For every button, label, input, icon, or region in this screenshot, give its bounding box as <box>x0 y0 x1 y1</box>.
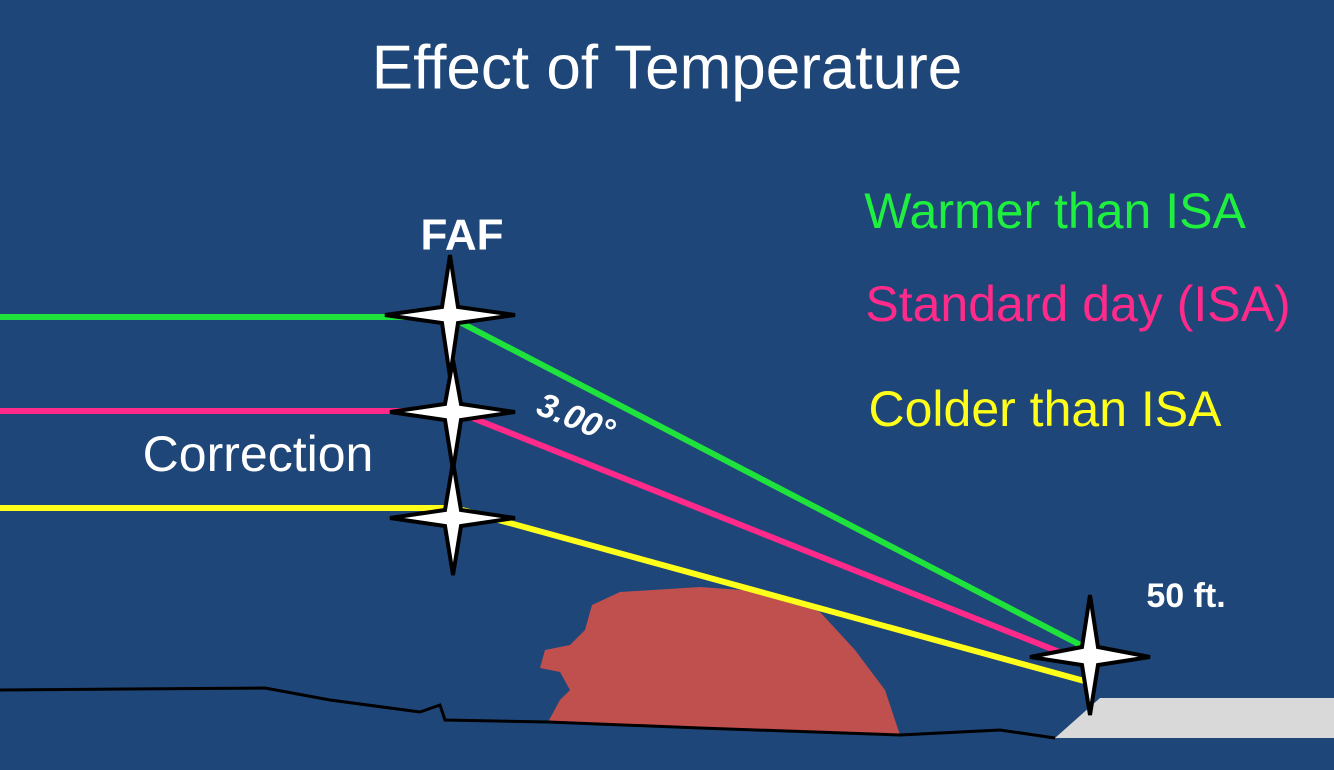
title: Effect of Temperature <box>372 33 962 102</box>
legend-warm: Warmer than ISA <box>864 183 1246 239</box>
faf-label: FAF <box>420 211 503 260</box>
legend-cold: Colder than ISA <box>869 381 1223 437</box>
correction-label: Correction <box>143 426 374 482</box>
legend-standard: Standard day (ISA) <box>865 276 1290 332</box>
runway <box>1055 698 1334 738</box>
height-label: 50 ft. <box>1146 577 1225 615</box>
slide: Effect of Temperature FAF Correction 3.0… <box>0 0 1334 770</box>
